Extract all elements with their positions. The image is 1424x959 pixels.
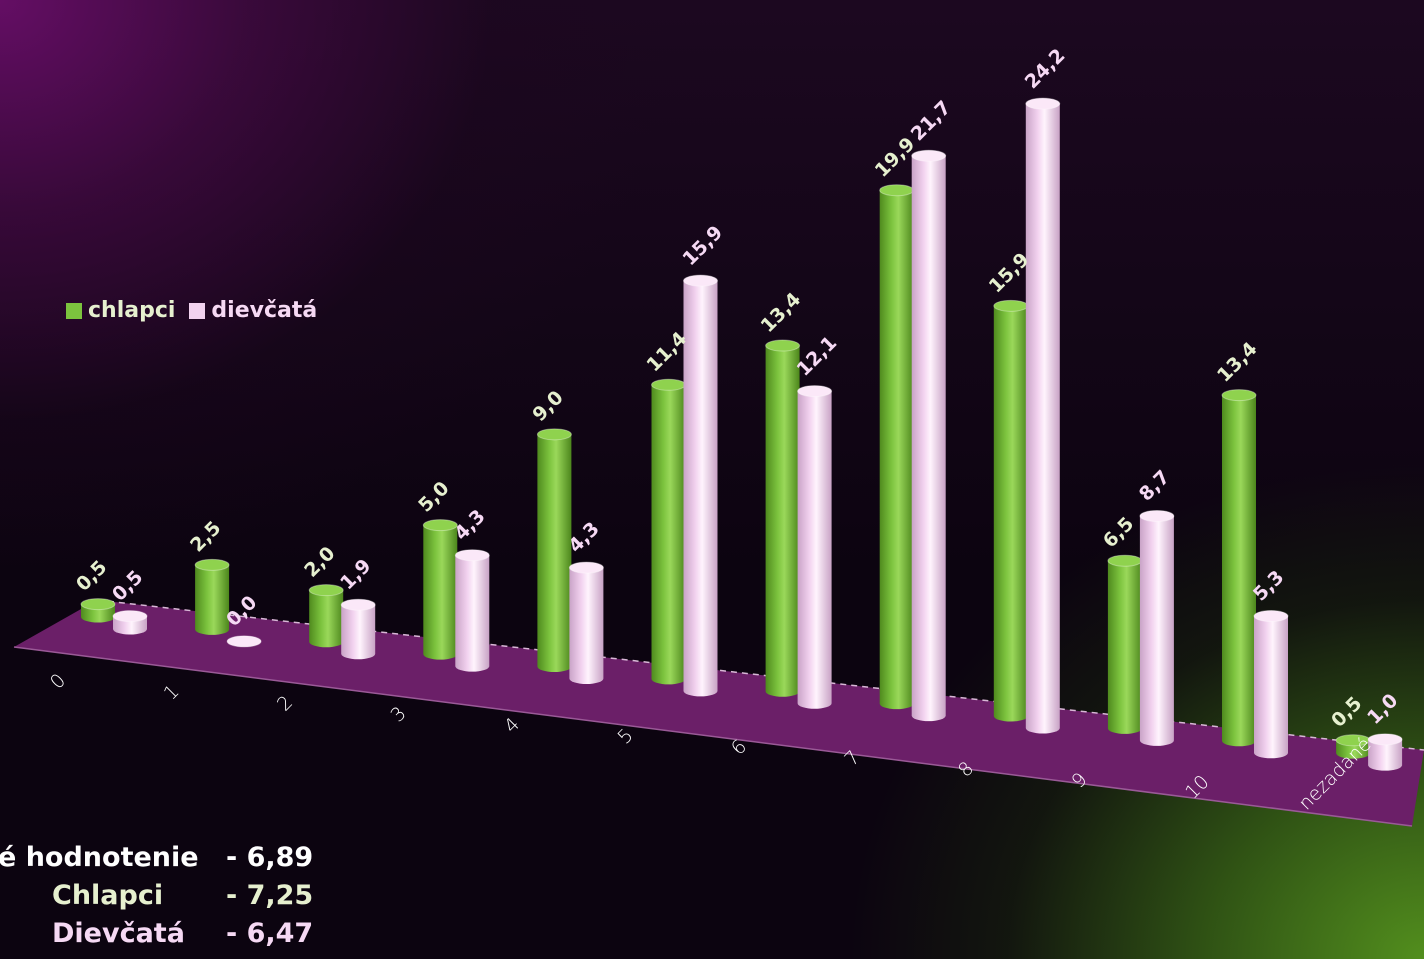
- data-label-boys-2: 2,0: [300, 542, 339, 581]
- data-label-boys-10: 13,4: [1213, 338, 1262, 387]
- data-label-girls-6: 12,1: [793, 332, 842, 381]
- bar-boys-5: [651, 378, 686, 685]
- summary-boys-value: - 7,25: [226, 880, 314, 911]
- chart-floor-front-edge: [13, 646, 1413, 827]
- bar-boys-1: [194, 558, 230, 635]
- data-label-boys-0: 0,5: [72, 556, 111, 595]
- legend-label-girls: dievčatá: [211, 298, 318, 323]
- category-label-2: 2: [273, 691, 297, 715]
- data-label-boys-9: 6,5: [1099, 513, 1138, 552]
- bar-boys-10: [1221, 389, 1257, 747]
- bar-girls-6: [797, 385, 833, 709]
- chart-legend: chlapci dievčatá: [66, 298, 317, 323]
- bar-boys-2: [308, 584, 344, 648]
- data-label-boys-6: 13,4: [757, 288, 806, 337]
- bar-boys-8: [993, 299, 1029, 722]
- legend-label-boys: chlapci: [88, 298, 176, 323]
- bar-boys-3: [422, 519, 458, 660]
- data-label-boys-3: 5,0: [414, 477, 453, 516]
- bar-girls-9: [1139, 509, 1175, 746]
- bar-girls-5: [683, 274, 718, 697]
- category-label-5: 5: [613, 724, 637, 748]
- data-label-girls-11: 1,0: [1363, 690, 1402, 729]
- bar-girls-2: [340, 598, 376, 660]
- bar-boys-9: [1107, 554, 1143, 734]
- bar-girls-10: [1253, 610, 1289, 759]
- data-label-girls-8: 24,2: [1021, 45, 1070, 94]
- category-label-3: 3: [386, 702, 410, 726]
- chart-floor-plane: [14, 600, 1424, 826]
- category-label-0: 0: [46, 669, 70, 693]
- data-label-boys-4: 9,0: [528, 386, 567, 425]
- data-label-girls-9: 8,7: [1135, 466, 1174, 505]
- bar-girls-3: [454, 549, 490, 672]
- category-label-4: 4: [500, 713, 524, 737]
- legend-swatch-boys: [66, 302, 82, 319]
- summary-girls-label: Dievčatá: [52, 918, 185, 949]
- chart-floor: [13, 599, 1424, 827]
- bar-boys-7: [879, 184, 915, 710]
- summary-girls-value: - 6,47: [226, 918, 314, 949]
- summary-overall-value: - 6,89: [226, 842, 314, 873]
- bar-girls-0: [112, 610, 148, 635]
- chart-bars: [80, 97, 1403, 771]
- bar-girls-8: [1025, 97, 1061, 734]
- bar-girls-7: [911, 149, 947, 722]
- data-label-girls-7: 21,7: [907, 97, 956, 146]
- summary-overall-label: é hodnotenie: [0, 842, 199, 873]
- bar-boys-4: [536, 428, 572, 673]
- legend-swatch-girls: [189, 302, 206, 319]
- bar-boys-11: [1335, 734, 1371, 759]
- category-label-1: 1: [159, 680, 183, 704]
- bar-girls-11: [1367, 733, 1403, 771]
- data-label-girls-5: 15,9: [678, 222, 727, 271]
- legend-item-boys: chlapci: [66, 298, 175, 323]
- bar-boys-6: [765, 339, 801, 697]
- summary-boys-label: Chlapci: [52, 880, 164, 911]
- legend-item-girls: dievčatá: [189, 298, 317, 323]
- data-label-boys-1: 2,5: [186, 517, 225, 556]
- bar-boys-0: [80, 598, 116, 623]
- data-label-boys-11: 0,5: [1327, 692, 1366, 731]
- average-summary: é hodnotenie - 6,89 Chlapci - 7,25 Dievč…: [0, 842, 330, 959]
- bar-girls-4: [568, 561, 604, 685]
- bar-girls-1: [226, 635, 262, 648]
- data-label-girls-0: 0,5: [108, 566, 147, 605]
